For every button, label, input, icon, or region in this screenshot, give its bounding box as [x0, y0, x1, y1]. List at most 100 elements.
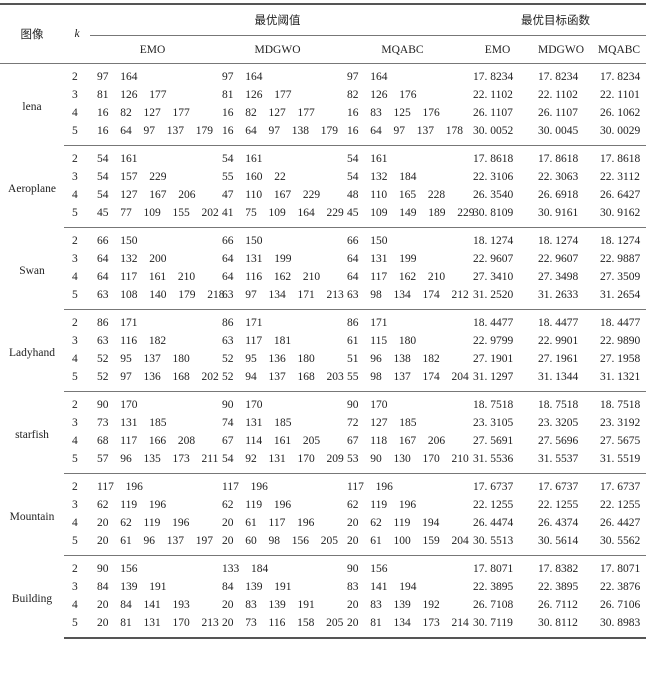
threshold-mdgwo-cell: 74 131 185	[222, 417, 292, 429]
threshold-emo-cell: 63 108 140 179 218	[90, 286, 225, 310]
threshold-mqabc-cell: 82 126 176	[347, 89, 417, 101]
objective-emo-cell: 26. 1107	[473, 107, 513, 119]
objective-mdgwo-cell: 31. 1344	[530, 368, 593, 392]
k-cell: 5	[64, 122, 90, 146]
table-row: starfish 2 90 170 90 170 90 170 18. 7518 18. 7…	[0, 392, 646, 441]
table-row: 3 63 116 182 63 117 181 61 115 180 22. 9799 2…	[0, 332, 646, 350]
threshold-mdgwo-cell: 64 131 199	[222, 253, 292, 265]
table-header: 图像 k 最优阈值 最优目标函数 EMO MDGWO MQABC EMO MDG…	[0, 4, 646, 64]
objective-emo-cell: 23. 3105	[473, 417, 514, 429]
threshold-mqabc-cell: 86 171	[347, 317, 388, 329]
threshold-emo-cell: 117 196	[97, 481, 143, 493]
objective-emo-cell: 18. 4477	[473, 317, 514, 329]
objective-emo-cell: 26. 4474	[473, 517, 514, 529]
header-k: k	[64, 4, 90, 64]
objective-mdgwo-cell: 30. 8112	[530, 614, 593, 639]
objective-mdgwo-cell: 22. 9901	[538, 335, 579, 347]
threshold-mdgwo-cell: 54 161	[222, 153, 263, 165]
threshold-emo-cell: 57 96 135 173 211	[90, 450, 218, 474]
threshold-mdgwo-cell: 41 75 109 164 229	[215, 204, 344, 228]
threshold-mdgwo-cell: 20 73 116 158 205	[215, 614, 343, 639]
objective-mqabc-cell: 30. 8983	[592, 614, 646, 639]
threshold-mqabc-cell: 20 81 134 173 214	[340, 614, 469, 639]
table-row: 3 73 131 185 74 131 185 72 127 185 23. 3105 2…	[0, 414, 646, 432]
objective-mdgwo-cell: 17. 8382	[538, 563, 579, 575]
threshold-mqabc-cell: 64 131 199	[347, 253, 417, 265]
threshold-mdgwo-cell: 84 139 191	[222, 581, 292, 593]
k-cell: 5	[64, 614, 90, 639]
objective-emo-cell: 17. 8618	[473, 153, 514, 165]
header-image: 图像	[0, 4, 64, 64]
objective-emo-cell: 18. 1274	[473, 235, 514, 247]
threshold-emo-cell: 20 84 141 193	[97, 599, 190, 611]
threshold-mqabc-cell: 54 132 184	[347, 171, 417, 183]
threshold-mqabc-cell: 54 161	[347, 153, 388, 165]
objective-mqabc-cell: 27. 5675	[600, 435, 641, 447]
threshold-emo-cell: 68 117 166 208	[97, 435, 196, 447]
threshold-mdgwo-cell: 64 116 162 210	[222, 271, 321, 283]
objective-mdgwo-cell: 26. 7112	[538, 599, 578, 611]
objective-emo-cell: 22. 9799	[473, 335, 514, 347]
k-cell: 2	[72, 71, 78, 83]
objective-emo-cell: 30. 5513	[465, 532, 531, 556]
image-name-cell: Mountain	[9, 510, 55, 523]
threshold-emo-cell: 20 81 131 170 213	[90, 614, 219, 639]
threshold-mqabc-cell: 64 117 162 210	[347, 271, 446, 283]
threshold-mqabc-cell: 67 118 167 206	[347, 435, 446, 447]
threshold-mqabc-cell: 83 141 194	[347, 581, 417, 593]
objective-emo-cell: 17. 8071	[473, 563, 514, 575]
k-cell: 4	[72, 271, 78, 283]
threshold-emo-cell: 84 139 191	[97, 581, 167, 593]
table-row: 5 52 97 136 168 202 52 94 137 168 203 55 98…	[0, 368, 646, 392]
objective-emo-cell: 26. 7108	[473, 599, 514, 611]
threshold-mqabc-cell: 90 156	[347, 563, 388, 575]
table-body: lena 2 97 164 97 164 97 164 17. 8234 17. 8234 1…	[0, 64, 646, 639]
objective-mqabc-cell: 17. 8234	[600, 71, 641, 83]
table-row: Aeroplane 2 54 161 54 161 54 161 17. 8618 17. …	[0, 146, 646, 195]
objective-mdgwo-cell: 27. 1961	[538, 353, 579, 365]
objective-mdgwo-cell: 22. 9607	[538, 253, 579, 265]
threshold-mdgwo-cell: 55 160 22	[222, 171, 286, 183]
k-cell: 5	[64, 286, 90, 310]
objective-emo-cell: 17. 6737	[473, 481, 514, 493]
objective-mqabc-cell: 17. 8618	[600, 153, 641, 165]
k-cell: 3	[72, 581, 78, 593]
k-cell: 2	[72, 563, 78, 575]
threshold-emo-cell: 73 131 185	[97, 417, 167, 429]
k-cell: 2	[72, 481, 78, 493]
table-row: lena 2 97 164 97 164 97 164 17. 8234 17. 8234 1…	[0, 64, 646, 113]
k-cell: 4	[72, 353, 78, 365]
threshold-emo-cell: 54 127 167 206	[97, 189, 196, 201]
header-threshold-group: 最优阈值	[90, 4, 466, 36]
objective-emo-cell: 30. 8109	[465, 204, 531, 228]
objective-mdgwo-cell: 18. 1274	[538, 235, 579, 247]
threshold-mqabc-cell: 45 109 149 189 229	[340, 204, 475, 228]
threshold-mdgwo-cell: 97 164	[222, 71, 263, 83]
threshold-emo-cell: 86 171	[97, 317, 138, 329]
threshold-emo-cell: 66 150	[97, 235, 138, 247]
objective-emo-cell: 22. 1255	[473, 499, 514, 511]
objective-emo-cell: 27. 5691	[473, 435, 514, 447]
objective-mdgwo-cell: 17. 8234	[538, 71, 579, 83]
threshold-mqabc-cell: 53 90 130 170 210	[340, 450, 469, 474]
k-cell: 4	[72, 517, 78, 529]
threshold-mqabc-cell: 90 170	[347, 399, 388, 411]
table-row: 4 52 95 137 180 52 95 136 180 51 96 138 182…	[0, 350, 646, 368]
k-cell: 3	[72, 171, 78, 183]
objective-mqabc-cell: 26. 7106	[600, 599, 641, 611]
threshold-mqabc-cell: 97 164	[347, 71, 388, 83]
threshold-mqabc-cell: 51 96 138 182	[347, 353, 440, 365]
objective-mqabc-cell: 17. 6737	[600, 481, 641, 493]
threshold-mdgwo-cell: 52 95 136 180	[222, 353, 315, 365]
objective-mqabc-cell: 18. 7518	[600, 399, 641, 411]
objective-mqabc-cell: 22. 3876	[600, 581, 641, 593]
objective-mqabc-cell: 26. 6427	[600, 189, 641, 201]
objective-emo-cell: 22. 3895	[473, 581, 514, 593]
threshold-mdgwo-cell: 117 196	[222, 481, 268, 493]
objective-mdgwo-cell: 18. 7518	[538, 399, 579, 411]
image-name-cell: starfish	[15, 428, 49, 441]
threshold-mqabc-cell: 63 98 134 174 212	[340, 286, 469, 310]
threshold-mdgwo-cell: 54 92 131 170 209	[215, 450, 344, 474]
objective-mqabc-cell: 23. 3192	[600, 417, 641, 429]
table-row: 5 16 64 97 137 179 16 64 97 138 179 16 64 9…	[0, 122, 646, 146]
